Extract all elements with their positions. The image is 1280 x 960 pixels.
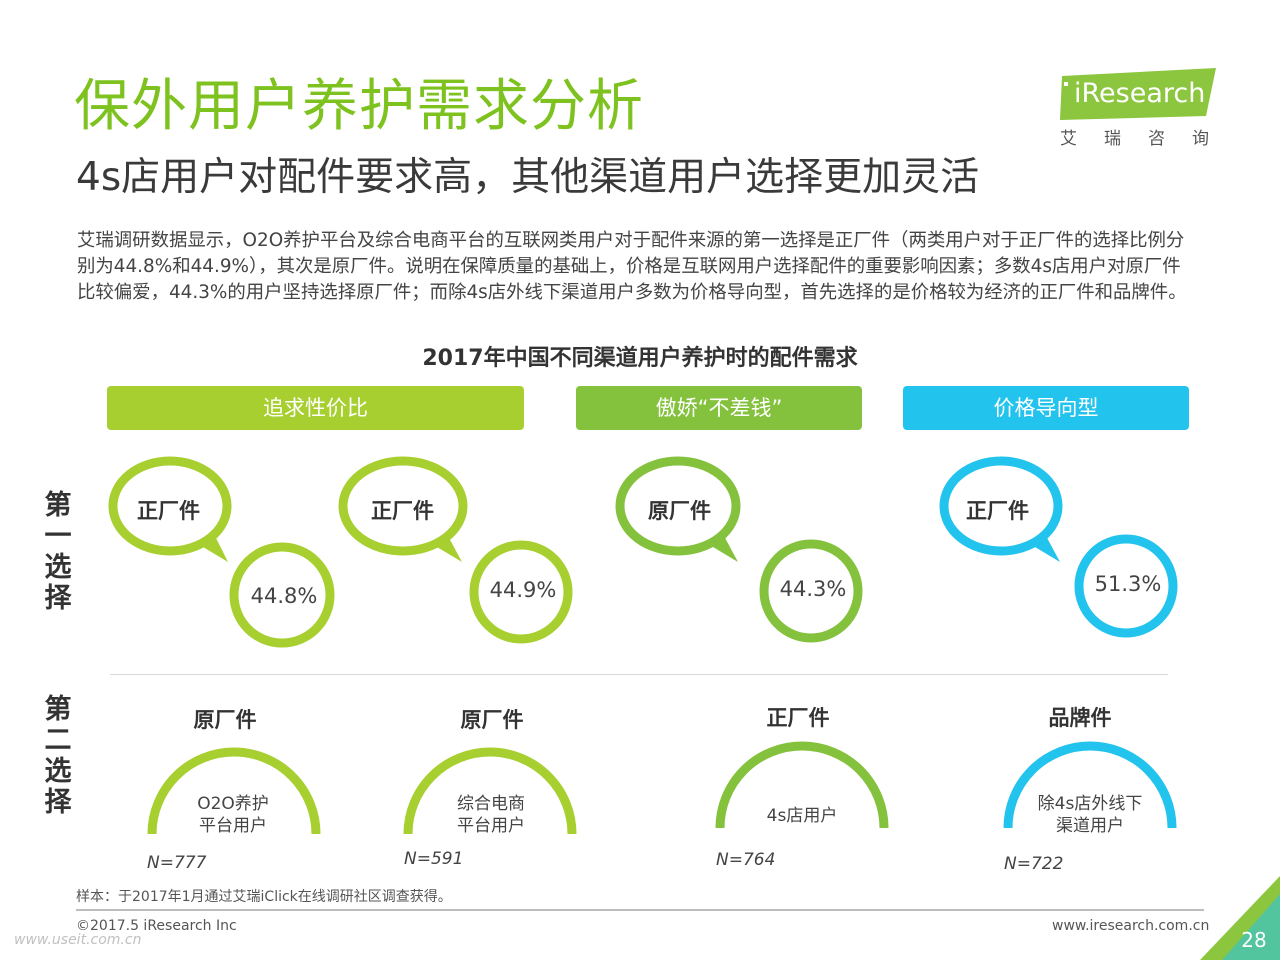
category-bar-price-oriented: 价格导向型 bbox=[903, 386, 1189, 430]
first-choice-bubbles bbox=[108, 456, 1178, 648]
speech-bubble-group-3 bbox=[615, 456, 863, 643]
watermark: www.useit.com.cn bbox=[14, 932, 142, 948]
iresearch-logo bbox=[1060, 68, 1216, 120]
category-bar-premium: 傲娇“不差钱” bbox=[576, 386, 862, 430]
row-label-first-choice: 第一选择 bbox=[40, 490, 76, 614]
sample-size-1: N=777 bbox=[147, 853, 207, 873]
arc-3 bbox=[715, 741, 889, 829]
logo-text: iResearch bbox=[1074, 78, 1206, 109]
first-choice-label-1: 正厂件 bbox=[137, 499, 200, 523]
second-choice-label-2: 原厂件 bbox=[460, 708, 524, 732]
section-divider bbox=[110, 674, 1168, 675]
sample-size-3: N=764 bbox=[716, 850, 776, 870]
sample-size-2: N=591 bbox=[404, 849, 464, 869]
copyright: ©2017.5 iResearch Inc bbox=[76, 918, 237, 934]
sample-note: 样本：于2017年1月通过艾瑞iClick在线调研社区调查获得。 bbox=[76, 889, 452, 905]
speech-bubble-group-1 bbox=[108, 456, 335, 648]
second-choice-label-1: 原厂件 bbox=[193, 708, 257, 732]
channel-label-4: 除4s店外线下 渠道用户 bbox=[1037, 794, 1143, 836]
website-link[interactable]: www.iresearch.com.cn bbox=[1052, 918, 1210, 934]
arc-2 bbox=[403, 747, 577, 835]
page-title: 保外用户养护需求分析 bbox=[74, 74, 644, 139]
arc-1 bbox=[147, 747, 321, 835]
channel-label-3: 4s店用户 bbox=[766, 806, 838, 826]
first-choice-pct-1: 44.8% bbox=[250, 584, 318, 608]
chart-title: 2017年中国不同渠道用户养护时的配件需求 bbox=[422, 346, 858, 371]
first-choice-label-4: 正厂件 bbox=[966, 499, 1029, 523]
channel-label-1: O2O养护 平台用户 bbox=[197, 794, 269, 836]
row-label-text: 第一选择 bbox=[44, 490, 72, 614]
first-choice-pct-4: 51.3% bbox=[1094, 572, 1162, 596]
channel-arcs bbox=[147, 741, 1177, 835]
arc-4 bbox=[1003, 741, 1177, 829]
page-corner-triangle bbox=[1200, 876, 1280, 960]
footer-line bbox=[76, 909, 1204, 911]
row-label-text: 第二选择 bbox=[44, 694, 72, 818]
first-choice-pct-2: 44.9% bbox=[489, 578, 557, 602]
channel-label-2: 综合电商 平台用户 bbox=[457, 794, 525, 836]
first-choice-label-2: 正厂件 bbox=[371, 499, 434, 523]
second-choice-label-4: 品牌件 bbox=[1048, 706, 1112, 730]
page-subtitle: 4s店用户对配件要求高，其他渠道用户选择更加灵活 bbox=[76, 155, 980, 200]
intro-paragraph: 艾瑞调研数据显示，O2O养护平台及综合电商平台的互联网类用户对于配件来源的第一选… bbox=[77, 230, 1187, 303]
first-choice-label-3: 原厂件 bbox=[648, 499, 711, 523]
row-label-second-choice: 第二选择 bbox=[40, 694, 76, 818]
category-bar-value-for-money: 追求性价比 bbox=[107, 386, 524, 430]
sample-size-4: N=722 bbox=[1004, 854, 1064, 874]
logo-subtext: 艾瑞咨询 bbox=[1060, 129, 1236, 149]
page-number: 28 bbox=[1241, 928, 1267, 952]
speech-bubble-group-4 bbox=[939, 456, 1178, 638]
speech-bubble-group-2 bbox=[338, 456, 573, 644]
second-choice-label-3: 正厂件 bbox=[766, 706, 830, 730]
first-choice-pct-3: 44.3% bbox=[779, 577, 847, 601]
